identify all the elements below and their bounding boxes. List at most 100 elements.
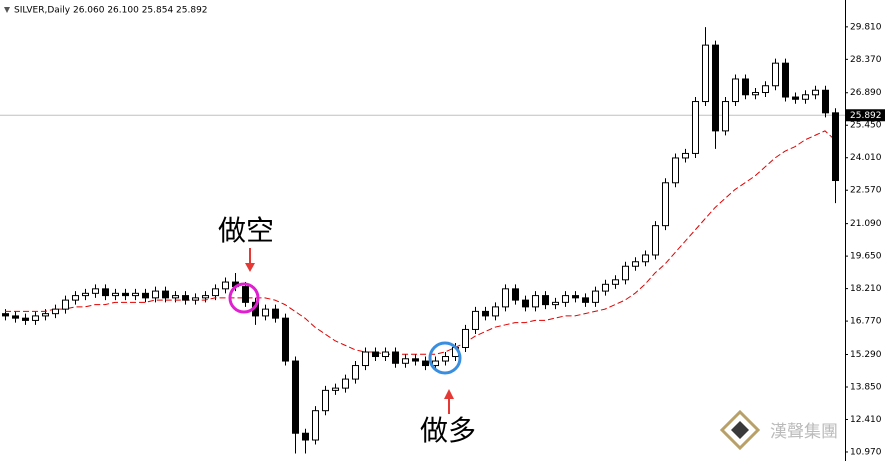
candle-body — [422, 360, 429, 367]
candle-body — [372, 351, 379, 358]
candle-body — [482, 310, 489, 317]
arrow-head — [245, 263, 255, 272]
y-tick-label: 16.770 — [850, 317, 882, 327]
candle-body — [272, 308, 279, 319]
candle-body — [342, 378, 349, 389]
candle-body — [612, 279, 619, 285]
candle-body — [742, 78, 749, 96]
y-tick-label: 18.210 — [850, 284, 882, 294]
candle-body — [572, 295, 579, 299]
y-tick-label: 10.970 — [850, 447, 882, 457]
candle-body — [512, 288, 519, 301]
current-price-box — [846, 109, 885, 122]
candle-body — [432, 360, 439, 367]
candle-body — [812, 89, 819, 96]
candle-body — [712, 44, 719, 132]
candle-body — [552, 301, 559, 306]
candle-body — [702, 44, 709, 103]
candle-body — [642, 254, 649, 263]
candle-body — [322, 389, 329, 412]
candle-body — [682, 152, 689, 159]
candle-body — [722, 101, 729, 132]
candle-body — [82, 292, 89, 297]
chart-header: SILVER,Daily 26.060 26.100 25.854 25.892 — [14, 6, 208, 16]
watermark: 漢聲集團 — [770, 422, 838, 442]
candle-body — [392, 351, 399, 364]
candle-body — [732, 78, 739, 103]
candle-body — [502, 288, 509, 308]
candle-body — [532, 295, 539, 308]
candle-body — [692, 101, 699, 154]
watermark-logo — [719, 409, 761, 451]
candle-body — [402, 358, 409, 364]
candle-body — [52, 308, 59, 315]
y-tick-label: 22.570 — [850, 186, 882, 196]
candle-body — [412, 358, 419, 362]
candle-body — [752, 92, 759, 96]
candle-body — [592, 290, 599, 303]
symbol-icon — [4, 7, 10, 13]
candle-body — [222, 281, 229, 290]
y-tick-label: 15.290 — [850, 350, 882, 360]
candle-body — [362, 351, 369, 367]
current-price-label: 25.892 — [850, 111, 882, 121]
candle-body — [632, 261, 639, 267]
candle-body — [122, 292, 129, 297]
candle-body — [792, 96, 799, 100]
arrow-head — [444, 389, 454, 399]
y-tick-label: 26.890 — [850, 88, 882, 98]
candle-body — [462, 328, 469, 348]
candle-body — [832, 112, 839, 182]
y-tick-label: 24.010 — [850, 153, 882, 163]
candle-body — [312, 410, 319, 441]
candle-body — [282, 317, 289, 362]
short-signal-circle — [228, 282, 260, 314]
candle-body — [242, 286, 249, 303]
candle-body — [762, 85, 769, 94]
candle-body — [622, 265, 629, 281]
candle-body — [12, 315, 19, 319]
moving-average — [5, 130, 836, 355]
candle-body — [192, 297, 199, 301]
candle-body — [332, 387, 339, 391]
candle-body — [652, 225, 659, 256]
candle-body — [352, 365, 359, 380]
candle-body — [142, 292, 149, 299]
candle-body — [72, 295, 79, 301]
candle-body — [262, 308, 269, 317]
candle-body — [772, 62, 779, 87]
candle-body — [382, 351, 389, 358]
candle-body — [32, 315, 39, 321]
short-annotation: 做空 — [218, 214, 274, 247]
candle-body — [582, 297, 589, 303]
candle-body — [542, 295, 549, 306]
candle-body — [112, 292, 119, 297]
candle-body — [522, 299, 529, 308]
y-tick-label: 28.370 — [850, 55, 882, 65]
candle-body — [102, 288, 109, 297]
candle-body — [92, 288, 99, 294]
candle-body — [662, 182, 669, 227]
candle-body — [672, 157, 679, 184]
candle-body — [302, 432, 309, 441]
candle-body — [172, 295, 179, 299]
candle-body — [22, 317, 29, 321]
long-annotation: 做多 — [420, 414, 476, 447]
candle-body — [492, 306, 499, 317]
candle-body — [822, 89, 829, 114]
y-tick-label: 13.850 — [850, 382, 882, 392]
y-tick-label: 12.410 — [850, 415, 882, 425]
candle-body — [212, 288, 219, 297]
y-tick-label: 21.090 — [850, 219, 882, 229]
y-tick-label: 29.810 — [850, 22, 882, 32]
candle-body — [802, 94, 809, 100]
candle-body — [602, 283, 609, 292]
long-signal-circle — [428, 341, 462, 375]
y-tick-label: 19.650 — [850, 252, 882, 262]
candle-body — [472, 310, 479, 330]
candle-body — [2, 313, 9, 317]
y-tick-label: 25.450 — [850, 121, 882, 131]
candle-body — [162, 290, 169, 299]
